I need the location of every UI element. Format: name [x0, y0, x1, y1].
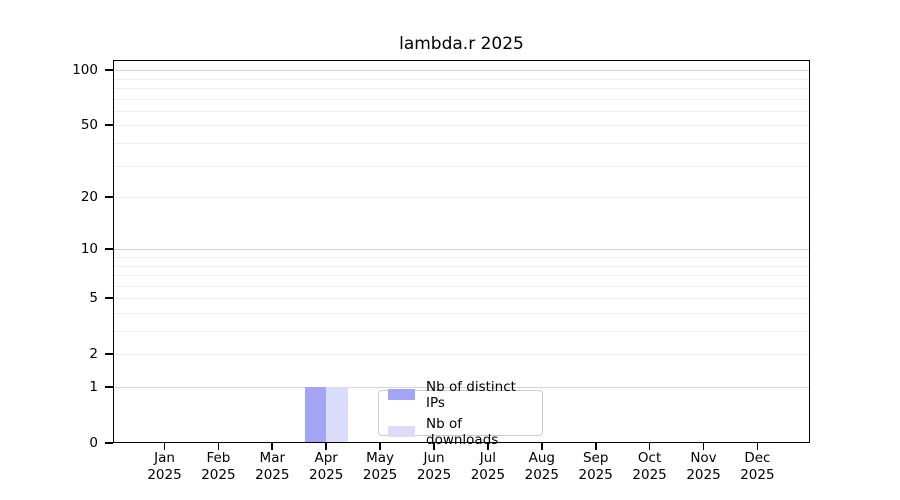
x-tick [756, 443, 759, 450]
gridline-minor [113, 197, 810, 198]
x-tick-label: Mar 2025 [255, 450, 290, 483]
x-tick [379, 443, 381, 450]
x-tick [487, 443, 489, 450]
x-tick-label: Dec 2025 [740, 450, 775, 483]
y-tick [105, 196, 113, 198]
gridline-minor [113, 165, 810, 167]
legend-item-downloads: Nb of downloads [388, 416, 533, 448]
gridline-minor [113, 125, 810, 127]
x-tick [433, 443, 435, 450]
x-tick [648, 443, 651, 450]
x-tick [540, 443, 543, 450]
gridline-minor [113, 88, 810, 89]
x-tick-label: Oct 2025 [632, 450, 667, 483]
gridline-minor [113, 354, 810, 356]
plot-area: Nb of distinct IPs Nb of downloads [113, 60, 810, 448]
y-tick [105, 248, 113, 251]
y-tick [105, 69, 113, 71]
gridline-minor [113, 257, 810, 258]
y-tick [105, 386, 113, 388]
y-tick [105, 124, 113, 127]
x-tick-label: May 2025 [362, 450, 398, 483]
y-tick-label: 20 [80, 189, 98, 205]
gridline-minor [113, 313, 810, 314]
x-tick [702, 443, 705, 450]
legend-item-distinct-ips: Nb of distinct IPs [388, 379, 533, 411]
x-tick-label: Feb 2025 [201, 450, 236, 483]
x-tick [325, 443, 328, 450]
gridline-minor [113, 298, 810, 300]
gridline-minor [113, 143, 810, 144]
y-tick-label: 2 [89, 346, 98, 363]
x-tick-label: Jul 2025 [470, 450, 506, 483]
chart-title: lambda.r 2025 [399, 34, 524, 54]
y-tick-label: 0 [89, 435, 98, 451]
x-tick-label: Apr 2025 [309, 450, 344, 483]
x-tick [163, 443, 166, 450]
y-tick [105, 297, 113, 300]
bar-nb-of-distinct-ips [304, 387, 327, 443]
y-tick-label: 10 [80, 241, 98, 258]
legend-swatch-distinct-ips [388, 389, 415, 400]
y-tick-label: 100 [72, 62, 98, 79]
legend-label-distinct-ips: Nb of distinct IPs [426, 378, 516, 411]
x-tick-label: Nov 2025 [686, 450, 721, 483]
gridline-minor [113, 275, 810, 276]
x-tick-label: Jan 2025 [147, 450, 182, 483]
y-tick-label: 50 [80, 117, 98, 134]
gridline-minor [113, 265, 810, 267]
gridline-minor [113, 98, 810, 100]
gridline-major [113, 387, 810, 388]
gridline-minor [113, 331, 810, 332]
gridline-minor [113, 78, 810, 80]
x-tick-label: Jun 2025 [416, 450, 452, 483]
gridline-minor [113, 110, 810, 112]
legend-label-downloads: Nb of downloads [426, 415, 499, 448]
bar-nb-of-downloads [326, 387, 348, 443]
gridline-minor [113, 285, 810, 287]
x-tick-label: Aug 2025 [524, 450, 559, 483]
x-tick [217, 443, 220, 450]
legend-swatch-downloads [388, 426, 415, 437]
y-tick [105, 442, 113, 444]
y-tick-label: 1 [89, 379, 98, 395]
legend: Nb of distinct IPs Nb of downloads [378, 379, 543, 448]
x-tick-label: Sep 2025 [578, 450, 613, 483]
y-tick [105, 353, 113, 356]
x-tick [594, 443, 597, 450]
gridline-major [113, 70, 810, 72]
gridline-major [113, 249, 810, 251]
x-tick [271, 443, 274, 450]
y-tick-label: 5 [89, 290, 98, 307]
